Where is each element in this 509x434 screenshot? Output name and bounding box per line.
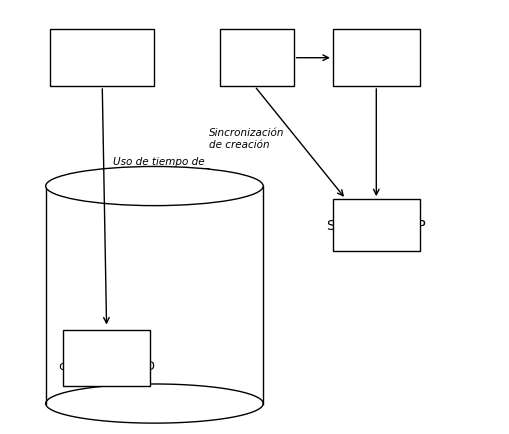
Text: Service Desk: Service Desk — [57, 52, 147, 66]
Text: MDB: MDB — [181, 166, 213, 180]
FancyBboxPatch shape — [50, 30, 154, 87]
FancyBboxPatch shape — [333, 30, 420, 87]
Text: CA EEM: CA EEM — [350, 52, 403, 66]
FancyBboxPatch shape — [63, 330, 150, 386]
Text: Sincronización
de creación: Sincronización de creación — [209, 128, 285, 150]
Text: CA
Workflow: CA Workflow — [224, 43, 289, 74]
FancyBboxPatch shape — [220, 30, 294, 87]
Ellipse shape — [46, 167, 263, 206]
FancyBboxPatch shape — [333, 200, 420, 252]
Text: Servidor LDAP: Servidor LDAP — [327, 219, 426, 233]
Text: Uso de tiempo de
ejecución de
almacenamiento: Uso de tiempo de ejecución de almacenami… — [113, 157, 205, 191]
Text: Tablas de
contacto de SD: Tablas de contacto de SD — [59, 344, 155, 372]
Bar — [46, 187, 263, 404]
